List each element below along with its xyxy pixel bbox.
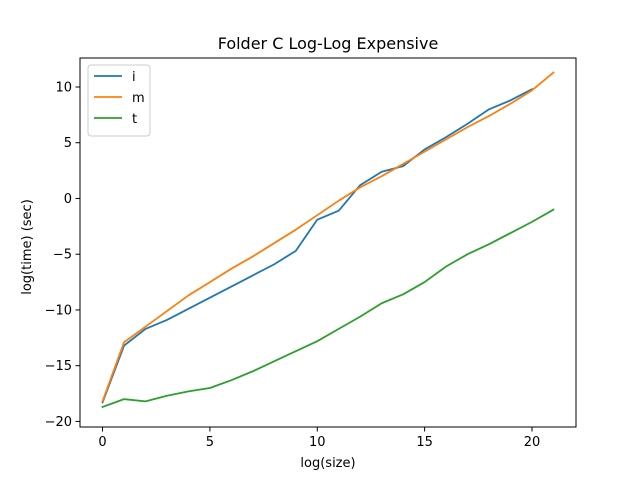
series-layer [101, 71, 555, 409]
plot-background [80, 58, 576, 427]
y-tick-label: −10 [45, 303, 72, 318]
x-tick-label: 0 [98, 435, 106, 450]
x-tick-label: 5 [206, 435, 214, 450]
legend-label-m: m [132, 91, 145, 106]
y-tick-label: 10 [55, 80, 72, 95]
series-line-i [101, 87, 534, 404]
x-axis-label: log(size) [300, 456, 355, 471]
plot-area [80, 58, 576, 427]
legend-label-t: t [132, 112, 137, 127]
chart-title: Folder C Log-Log Expensive [218, 34, 439, 53]
legend-label-i: i [132, 70, 136, 85]
x-tick-label: 10 [309, 435, 326, 450]
legend: imt [87, 64, 151, 137]
y-tick-label: −5 [53, 248, 72, 263]
y-axis-label: log(time) (sec) [20, 199, 35, 295]
axes-layer: 0 5 10 15 20 −20 −15 −10 −5 0 5 10 [45, 57, 577, 450]
x-tick-label: 15 [416, 435, 433, 450]
y-tick-label: −20 [45, 415, 72, 430]
series-line-t [101, 208, 555, 409]
y-tick-label: 0 [64, 192, 72, 207]
y-tick-label: 5 [64, 136, 72, 151]
axes-frame [79, 57, 577, 428]
x-tick-label: 20 [524, 435, 541, 450]
y-tick-label: −15 [45, 359, 72, 374]
series-line-m [101, 71, 555, 403]
